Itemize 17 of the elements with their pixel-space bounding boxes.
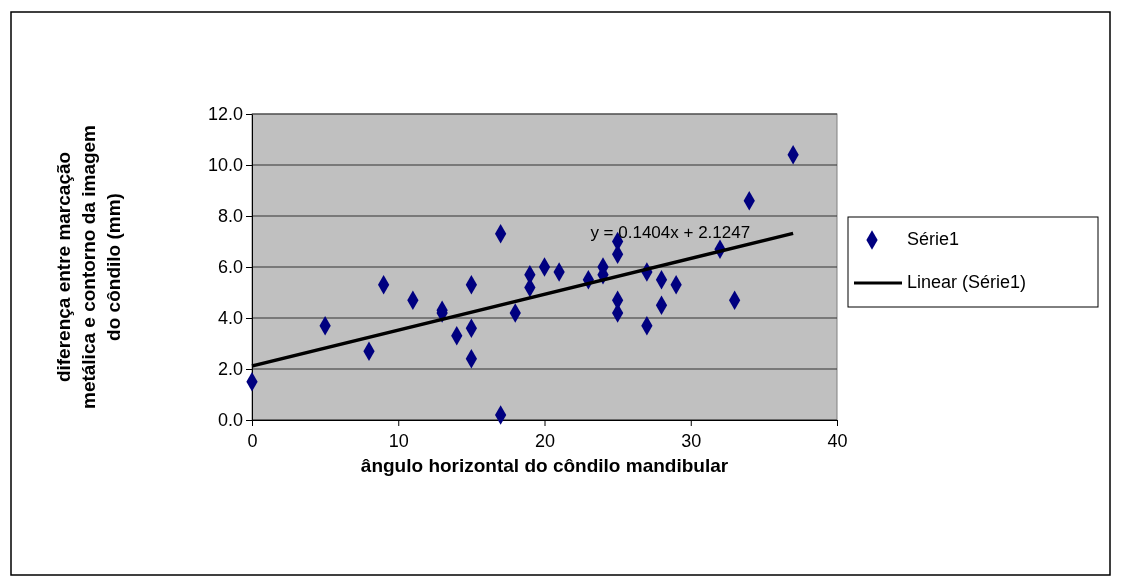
x-tick-label: 0: [247, 431, 258, 451]
x-tick-label: 40: [827, 431, 848, 451]
y-tick-label: 6.0: [217, 257, 243, 278]
x-tick-label: 20: [534, 431, 556, 451]
x-axis-title: ângulo horizontal do côndilo mandibular: [360, 455, 729, 476]
y-axis-title: diferença entre marcação metálica e contorno da imagem do côndilo (mm): [53, 124, 125, 410]
x-tick-label: 10: [388, 431, 409, 451]
y-tick-label: 2.0: [217, 359, 243, 380]
y-tick-label: 12.0: [207, 104, 243, 125]
y-tick-label: 0.0: [217, 410, 243, 431]
y-tick-label: 4.0: [217, 308, 243, 329]
legend-label: Linear (Série1): [907, 271, 1027, 292]
y-tick-label: 8.0: [217, 206, 243, 227]
x-tick-label: 30: [681, 431, 702, 451]
legend-label: Série1: [907, 228, 960, 249]
y-tick-label: 10.0: [207, 155, 243, 176]
annotation: y = 0.1404x + 2.1247: [590, 223, 751, 243]
